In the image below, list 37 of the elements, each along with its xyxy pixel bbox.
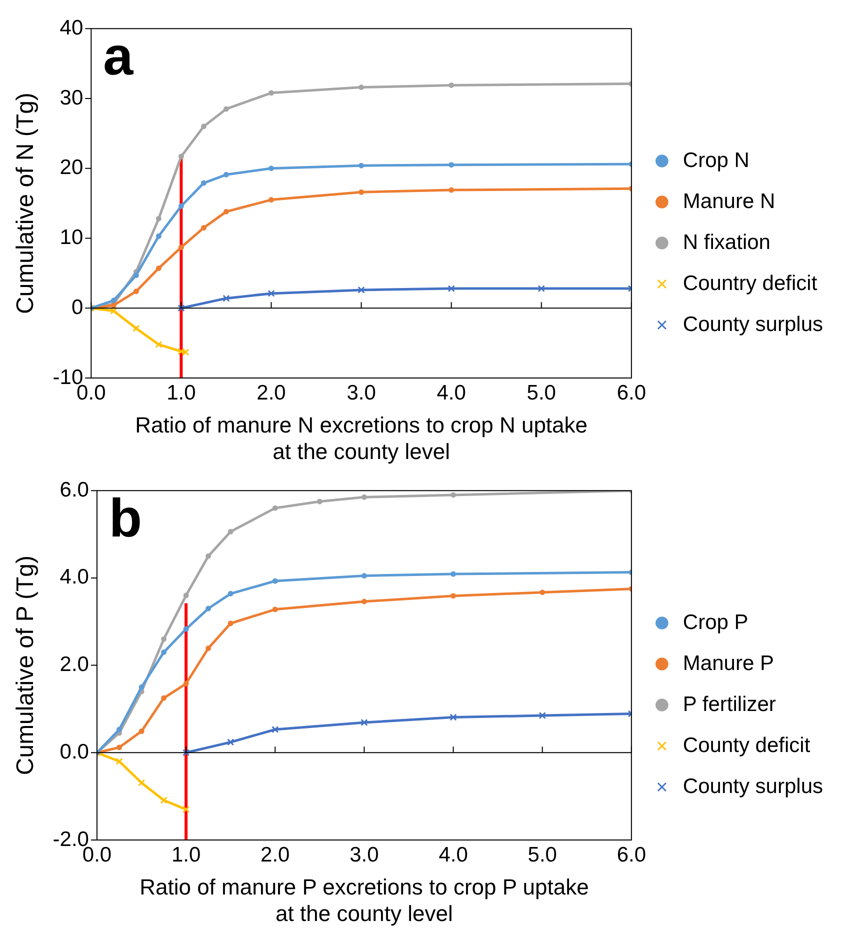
legend-label: County surplus [682, 774, 824, 798]
x-axis-title: Ratio of manure N excretions to crop N uptake at the county level [135, 412, 588, 464]
y-tick-label: 20 [60, 156, 84, 180]
x-tick-label: 6.0 [616, 381, 646, 404]
y-tick-label: 40 [60, 16, 84, 40]
x-axis-title: Ratio of manure P excretions to crop P uptake at the county level [140, 874, 589, 926]
y-tick-label: 6.0 [60, 478, 89, 502]
y-tick-label: 0 [71, 296, 84, 319]
y-tick-label: 4.0 [60, 566, 89, 589]
legend-label: P fertilizer [682, 692, 776, 716]
y-axis-title: Cumulative of P (Tg) [12, 555, 40, 776]
x-tick-label: 6.0 [616, 843, 646, 866]
x-tick-label: 2.0 [260, 843, 290, 866]
legend-label: Country deficit [682, 272, 818, 295]
x-tick-label: 3.0 [346, 381, 376, 404]
x-tick-label: 2.0 [256, 381, 286, 404]
legend-label: Manure N [682, 190, 776, 213]
legend-label: Crop N [682, 148, 750, 172]
legend-label: Crop P [682, 610, 748, 634]
y-tick-label: 10 [60, 226, 84, 250]
legend-label: County surplus [682, 312, 824, 336]
x-tick-label: 4.0 [438, 843, 468, 866]
x-tick-label: 3.0 [350, 843, 379, 866]
y-tick-label: 2.0 [60, 653, 89, 676]
annotation: b [108, 488, 142, 548]
legend-label: County deficit [682, 734, 810, 757]
legend-label: N fixation [682, 230, 770, 254]
x-tick-label: 1.0 [166, 381, 196, 404]
y-tick-label: 30 [60, 86, 84, 110]
y-tick-label: 0.0 [60, 740, 89, 764]
y-axis-title: Cumulative of N (Tg) [12, 92, 40, 314]
x-tick-label: 1.0 [171, 843, 201, 866]
legend-label: Manure P [682, 652, 774, 675]
annotation: a [103, 26, 134, 86]
x-tick-label: 5.0 [528, 843, 557, 866]
x-tick-label: 5.0 [526, 381, 556, 404]
x-tick-label: 4.0 [436, 381, 466, 404]
